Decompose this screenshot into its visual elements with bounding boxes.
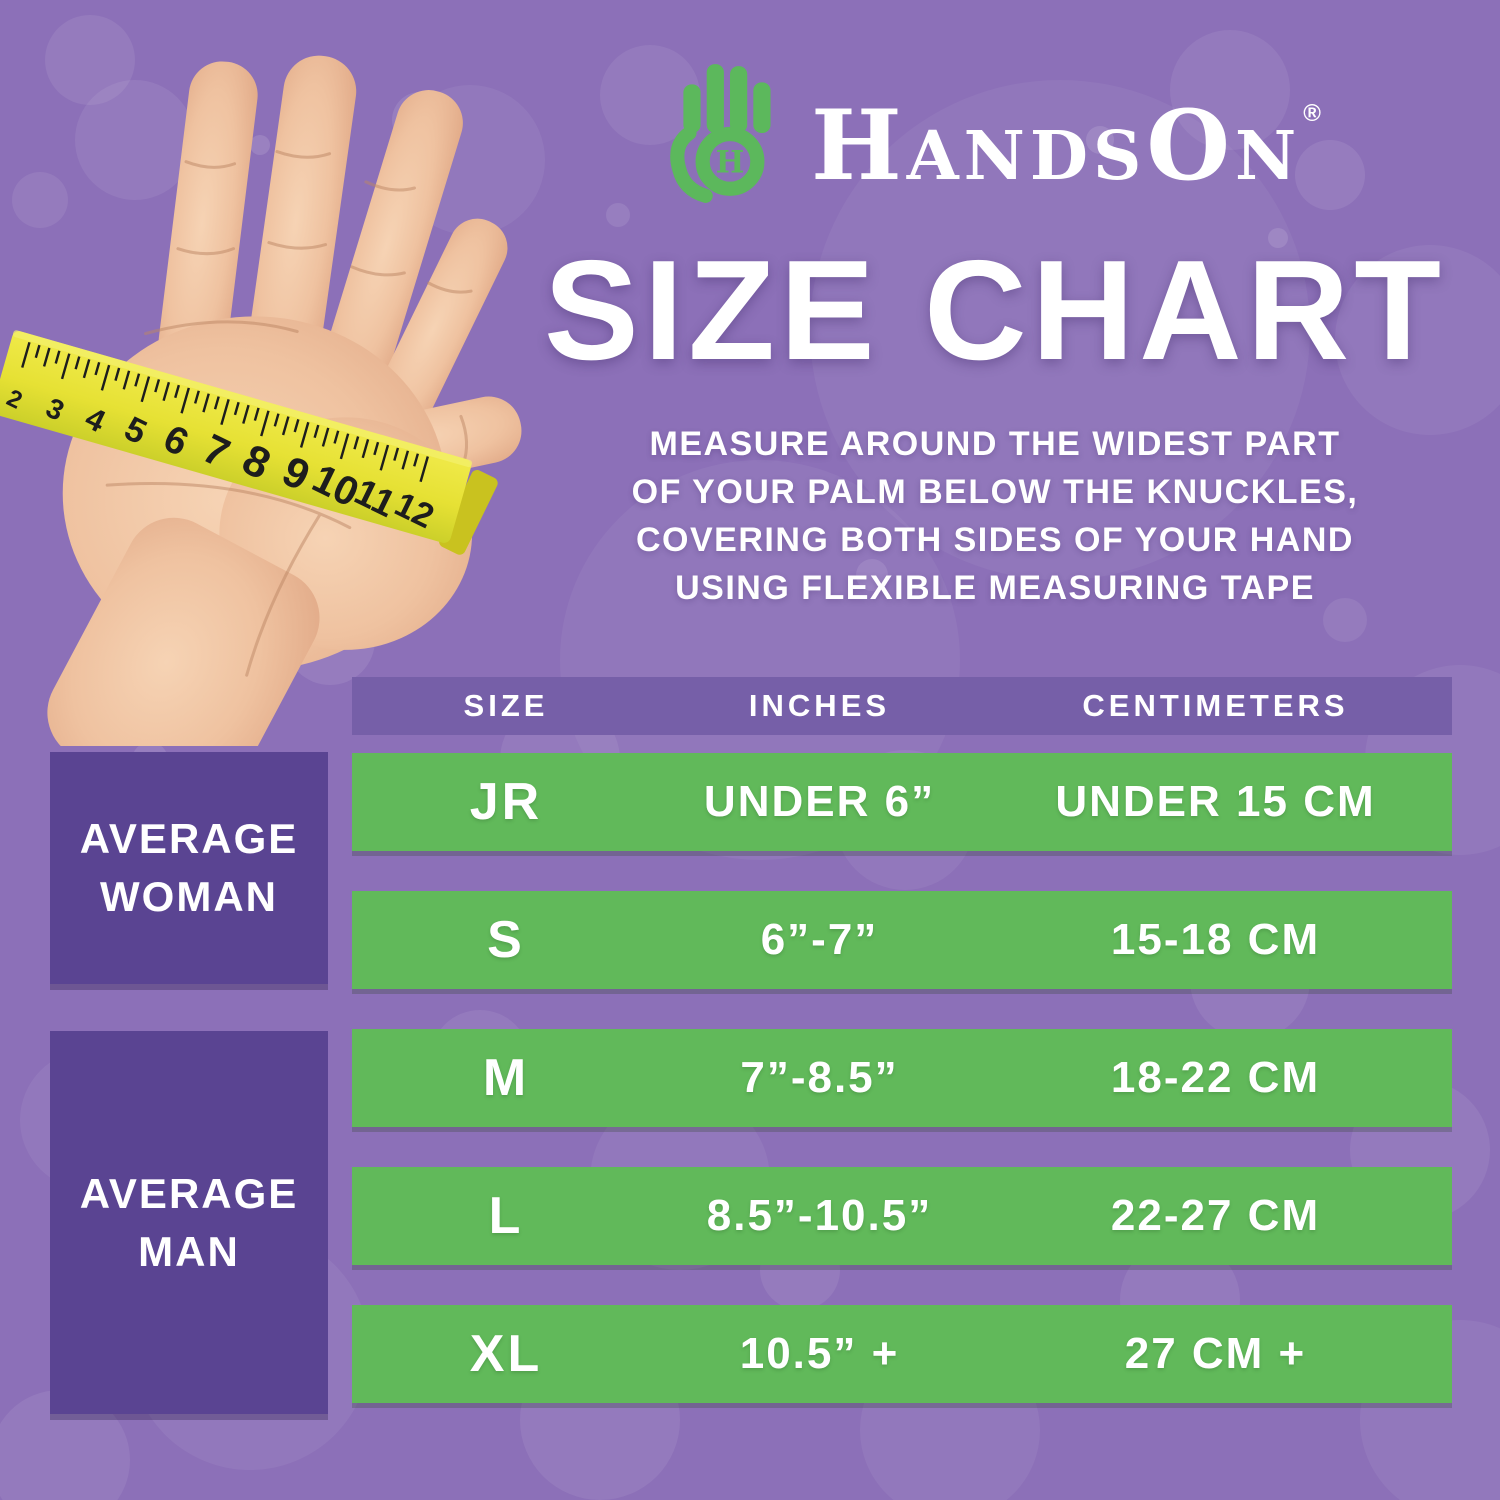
size-row-xl: XL 10.5” + 27 CM + [352, 1305, 1452, 1403]
group-label-line: WOMAN [100, 873, 278, 920]
average-woman-label: AVERAGE WOMAN [50, 752, 328, 984]
size-row-s: S 6”-7” 15-18 CM [352, 891, 1452, 989]
brand-letter: O [1146, 89, 1236, 202]
brand-letters: ANDS [906, 116, 1147, 195]
size-row-m: M 7”-8.5” 18-22 CM [352, 1029, 1452, 1127]
size-cell: L [488, 1187, 524, 1245]
instruction-line: OF YOUR PALM BELOW THE KNUCKLES, [631, 473, 1359, 511]
brand-letter: H [811, 89, 907, 202]
size-cell: JR [469, 773, 543, 831]
size-cell: M [482, 1049, 530, 1107]
instruction-line: USING FLEXIBLE MEASURING TAPE [675, 569, 1315, 607]
instruction-line: COVERING BOTH SIDES OF YOUR HAND [636, 521, 1354, 559]
brand-logo: H HANDSON® [555, 56, 1435, 208]
group-label-line: AVERAGE [79, 1169, 299, 1217]
hand-logo-icon: H [670, 64, 771, 203]
measuring-instructions: MEASURE AROUND THE WIDEST PART OF YOUR P… [530, 420, 1460, 612]
size-table: SIZE INCHES CENTIMETERS JR UNDER 6” UNDER 15… [352, 677, 1452, 1403]
size-row-jr: JR UNDER 6” UNDER 15 CM [352, 753, 1452, 851]
column-header-size: SIZE [463, 688, 549, 723]
size-table-body: JR UNDER 6” UNDER 15 CM S 6”-7” 15-18 CM M 7”-8… [352, 753, 1452, 1403]
inches-cell: UNDER 6” [703, 777, 936, 826]
centimeters-cell: 15-18 CM [1110, 915, 1321, 964]
instruction-line: MEASURE AROUND THE WIDEST PART [649, 425, 1341, 463]
group-label-line: MAN [138, 1227, 240, 1275]
page-title: SIZE CHART [544, 231, 1446, 390]
brand-name: HANDSON® [811, 98, 1321, 194]
brand-letters: N [1235, 116, 1302, 195]
centimeters-cell: 22-27 CM [1110, 1191, 1321, 1240]
inches-cell: 8.5”-10.5” [706, 1191, 933, 1240]
inches-cell: 6”-7” [760, 915, 879, 964]
centimeters-cell: 27 CM + [1124, 1329, 1307, 1378]
inches-cell: 10.5” + [739, 1329, 900, 1378]
size-cell: XL [469, 1325, 543, 1383]
size-table-header: SIZE INCHES CENTIMETERS [352, 677, 1452, 735]
inches-cell: 7”-8.5” [740, 1053, 899, 1102]
size-cell: S [487, 911, 525, 969]
svg-text:H: H [716, 145, 745, 181]
registered-mark: ® [1303, 100, 1321, 127]
average-man-label: AVERAGE MAN [50, 1031, 328, 1414]
centimeters-cell: UNDER 15 CM [1055, 777, 1376, 826]
centimeters-cell: 18-22 CM [1110, 1053, 1321, 1102]
size-row-l: L 8.5”-10.5” 22-27 CM [352, 1167, 1452, 1265]
column-header-inches: INCHES [748, 688, 891, 723]
column-header-centimeters: CENTIMETERS [1082, 688, 1349, 723]
group-label-line: AVERAGE [79, 815, 299, 863]
